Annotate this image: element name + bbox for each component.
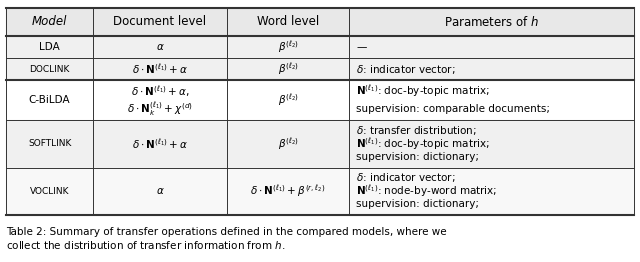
Polygon shape [93,8,227,36]
Text: $\delta$: transfer distribution;: $\delta$: transfer distribution; [356,124,477,137]
Text: Parameters of $h$: Parameters of $h$ [444,15,539,29]
Text: C-BiLDA: C-BiLDA [29,95,70,105]
Polygon shape [93,167,227,215]
Text: DOCLINK: DOCLINK [29,65,70,74]
Text: supervision: comparable documents;: supervision: comparable documents; [356,104,550,114]
Polygon shape [227,36,349,58]
Text: $\delta \cdot \mathbf{N}^{(\ell_1)} + \alpha$: $\delta \cdot \mathbf{N}^{(\ell_1)} + \a… [132,137,188,151]
Polygon shape [227,80,349,120]
Text: Table 2: Summary of transfer operations defined in the compared models, where we: Table 2: Summary of transfer operations … [6,227,447,237]
Polygon shape [227,167,349,215]
Polygon shape [227,8,349,36]
Polygon shape [349,58,634,80]
Polygon shape [349,120,634,167]
Text: $\alpha$: $\alpha$ [156,186,164,196]
Text: $\delta \cdot \mathbf{N}^{(\ell_1)} + \alpha,$: $\delta \cdot \mathbf{N}^{(\ell_1)} + \a… [131,84,189,99]
Text: supervision: dictionary;: supervision: dictionary; [356,152,479,162]
Polygon shape [227,58,349,80]
Polygon shape [227,120,349,167]
Text: SOFTLINK: SOFTLINK [28,139,71,148]
Polygon shape [93,120,227,167]
Text: VOCLINK: VOCLINK [30,187,69,196]
Text: supervision: dictionary;: supervision: dictionary; [356,199,479,209]
Polygon shape [6,167,93,215]
Text: —: — [356,42,367,52]
Polygon shape [6,58,93,80]
Polygon shape [6,120,93,167]
Text: $\beta^{(\ell_2)}$: $\beta^{(\ell_2)}$ [278,61,298,77]
Text: LDA: LDA [39,42,60,52]
Polygon shape [93,36,227,58]
Text: collect the distribution of transfer information from $h$.: collect the distribution of transfer inf… [6,239,286,251]
Text: Model: Model [32,15,67,28]
Text: Word level: Word level [257,15,319,28]
Polygon shape [349,36,634,58]
Polygon shape [93,58,227,80]
Text: $\delta$: indicator vector;: $\delta$: indicator vector; [356,171,456,184]
Text: $\beta^{(\ell_2)}$: $\beta^{(\ell_2)}$ [278,39,298,55]
Text: $\beta^{(\ell_2)}$: $\beta^{(\ell_2)}$ [278,136,298,152]
Text: $\delta$: indicator vector;: $\delta$: indicator vector; [356,63,456,76]
Polygon shape [6,36,93,58]
Text: $\alpha$: $\alpha$ [156,42,164,52]
Text: $\delta \cdot \mathbf{N}_k^{(\ell_1)} + \chi^{(d)}$: $\delta \cdot \mathbf{N}_k^{(\ell_1)} + … [127,100,193,118]
Text: $\delta \cdot \mathbf{N}^{(\ell_1)} + \alpha$: $\delta \cdot \mathbf{N}^{(\ell_1)} + \a… [132,62,188,76]
Polygon shape [349,8,634,36]
Polygon shape [93,80,227,120]
Text: $\mathbf{N}^{(\ell_1)}$: node-by-word matrix;: $\mathbf{N}^{(\ell_1)}$: node-by-word ma… [356,183,498,199]
Text: $\delta \cdot \mathbf{N}^{(\ell_1)} + \beta^{(r,\ell_2)}$: $\delta \cdot \mathbf{N}^{(\ell_1)} + \b… [250,183,326,199]
Text: $\beta^{(\ell_2)}$: $\beta^{(\ell_2)}$ [278,92,298,108]
Text: $\mathbf{N}^{(\ell_1)}$: doc-by-topic matrix;: $\mathbf{N}^{(\ell_1)}$: doc-by-topic ma… [356,136,490,152]
Polygon shape [6,8,93,36]
Polygon shape [6,80,93,120]
Polygon shape [349,80,634,120]
Text: $\mathbf{N}^{(\ell_1)}$: doc-by-topic matrix;: $\mathbf{N}^{(\ell_1)}$: doc-by-topic ma… [356,84,490,99]
Text: Document level: Document level [113,15,207,28]
Polygon shape [349,167,634,215]
